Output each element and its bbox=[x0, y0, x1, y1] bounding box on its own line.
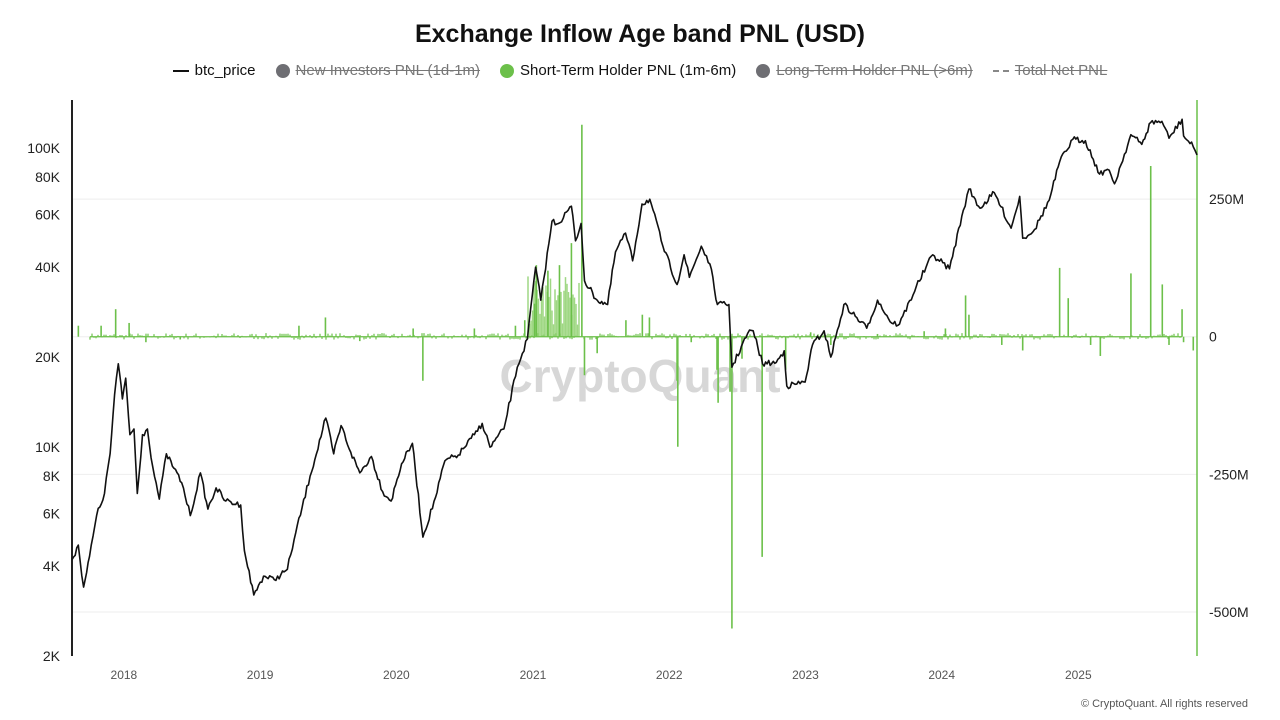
y-left-tick-label: 40K bbox=[35, 259, 61, 275]
y-left-tick-label: 6K bbox=[43, 505, 61, 521]
x-tick-label: 2025 bbox=[1065, 668, 1092, 682]
y-right-tick-label: -250M bbox=[1209, 466, 1249, 482]
x-tick-label: 2020 bbox=[383, 668, 410, 682]
dot-swatch-icon bbox=[500, 63, 515, 78]
legend-label: btc_price bbox=[194, 62, 256, 79]
y-left-tick-label: 100K bbox=[27, 140, 60, 156]
btc-price-line bbox=[71, 118, 1198, 596]
legend-item-long-term-holder[interactable]: Long-Term Holder PNL (>6m) bbox=[756, 62, 973, 79]
dot-swatch-icon bbox=[275, 63, 290, 78]
chart-title: Exchange Inflow Age band PNL (USD) bbox=[414, 20, 866, 48]
copyright-footer: © CryptoQuant. All rights reserved bbox=[1080, 698, 1248, 710]
chart-legend: btc_price New Investors PNL (1d-1m) Shor… bbox=[0, 62, 1280, 79]
y-left-tick-label: 20K bbox=[35, 349, 61, 365]
legend-item-btc-price[interactable]: btc_price bbox=[172, 62, 256, 79]
line-swatch-icon bbox=[172, 69, 189, 72]
legend-item-new-investors[interactable]: New Investors PNL (1d-1m) bbox=[275, 62, 481, 79]
legend-label: Short-Term Holder PNL (1m-6m) bbox=[520, 62, 737, 79]
y-left-tick-label: 80K bbox=[35, 169, 61, 185]
legend-label: Total Net PNL bbox=[1014, 62, 1108, 79]
x-tick-label: 2019 bbox=[247, 668, 274, 682]
y-left-tick-label: 60K bbox=[35, 207, 61, 223]
x-tick-label: 2021 bbox=[520, 668, 547, 682]
watermark-logo: CryptoQuant bbox=[499, 350, 780, 402]
x-tick-label: 2022 bbox=[656, 668, 683, 682]
y-right-tick-label: -500M bbox=[1209, 604, 1249, 620]
y-left-tick-label: 10K bbox=[35, 439, 61, 455]
legend-item-short-term-holder[interactable]: Short-Term Holder PNL (1m-6m) bbox=[500, 62, 736, 79]
x-tick-label: 2023 bbox=[792, 668, 819, 682]
legend-label: New Investors PNL (1d-1m) bbox=[295, 62, 481, 79]
y-right-tick-label: 250M bbox=[1209, 191, 1244, 207]
y-left-tick-label: 8K bbox=[43, 468, 61, 484]
y-left-tick-label: 2K bbox=[43, 648, 61, 664]
dash-swatch-icon bbox=[992, 69, 1009, 72]
legend-label: Long-Term Holder PNL (>6m) bbox=[776, 62, 973, 79]
x-tick-label: 2018 bbox=[111, 668, 138, 682]
y-right-tick-label: 0 bbox=[1209, 329, 1217, 345]
y-left-tick-label: 4K bbox=[43, 558, 61, 574]
x-tick-label: 2024 bbox=[928, 668, 955, 682]
legend-item-total-net-pnl[interactable]: Total Net PNL bbox=[992, 62, 1108, 79]
dot-swatch-icon bbox=[756, 63, 771, 78]
